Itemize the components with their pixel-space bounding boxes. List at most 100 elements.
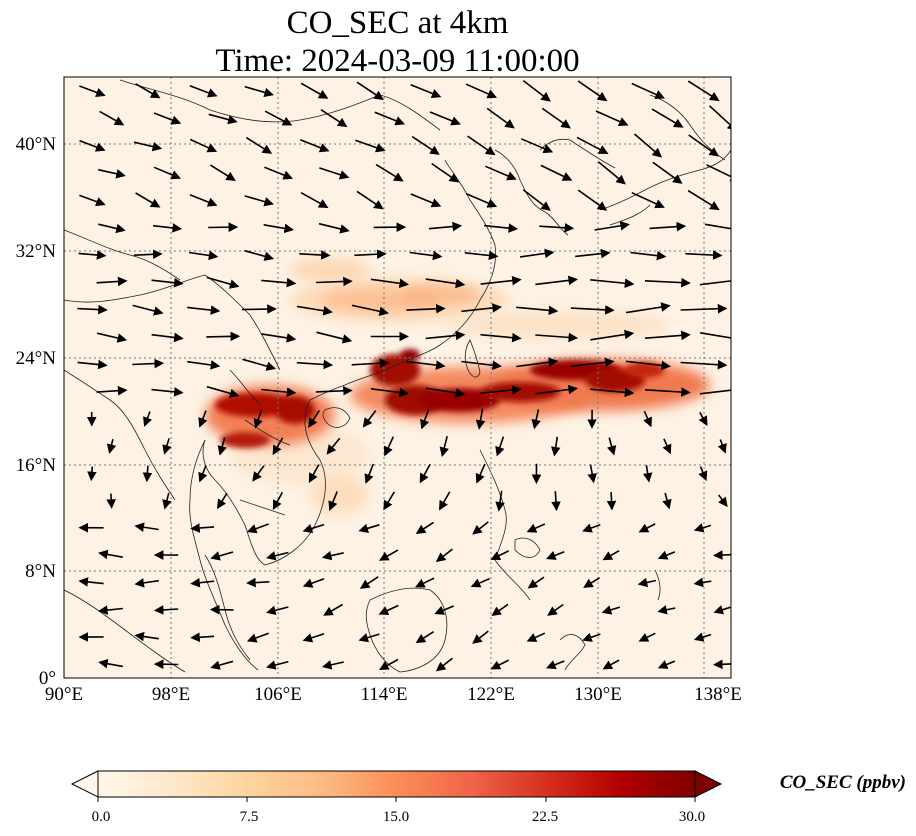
- wind-vector-arrow: [296, 305, 333, 316]
- wind-vector-arrow: [428, 221, 463, 232]
- wind-vector-arrow: [638, 523, 656, 533]
- wind-vector-arrow: [316, 331, 353, 344]
- wind-vector-arrow: [78, 577, 104, 587]
- wind-vector-arrow: [590, 278, 635, 288]
- wind-vector-arrow: [631, 191, 665, 209]
- wind-vector-arrow: [531, 409, 541, 430]
- wind-vector-arrow: [587, 464, 597, 484]
- wind-vector-arrow: [300, 82, 329, 99]
- wind-vector-arrow: [206, 331, 241, 342]
- wind-vector-arrow: [406, 303, 446, 314]
- wind-vector-arrow: [261, 277, 297, 288]
- wind-vector-arrow: [662, 438, 672, 455]
- wind-vector-arrow: [431, 162, 460, 183]
- colorbar-extend-max: [694, 770, 723, 798]
- wind-vector-arrow: [359, 576, 379, 589]
- wind-vector-arrow: [315, 385, 353, 396]
- colorbar-tick-label: 22.5: [532, 809, 558, 825]
- wind-vector-arrow: [244, 249, 275, 261]
- wind-vector-arrow: [358, 523, 380, 533]
- wind-vector-arrow: [328, 491, 338, 511]
- wind-vector-arrow: [142, 465, 153, 483]
- wind-vector-arrow: [602, 550, 620, 561]
- wind-vector-arrow: [133, 249, 163, 260]
- wind-vector-arrow: [98, 605, 123, 615]
- wind-vector-arrow: [551, 491, 561, 512]
- wind-vector-arrow: [96, 385, 128, 396]
- wind-vector-arrow: [419, 463, 431, 484]
- wind-vector-arrow: [98, 549, 123, 560]
- wind-vector-arrow: [637, 577, 657, 588]
- wind-vector-arrow: [415, 631, 435, 644]
- wind-vector-arrow: [420, 408, 430, 430]
- wind-vector-arrow: [375, 163, 404, 182]
- wind-vector-arrow: [189, 138, 218, 153]
- wind-vector-arrow: [246, 577, 270, 588]
- wind-vector-arrow: [643, 410, 652, 428]
- wind-vector-arrow: [576, 136, 609, 154]
- wind-vector-arrow: [439, 491, 451, 511]
- wind-vector-arrow: [374, 111, 405, 126]
- wind-vector-arrow: [687, 189, 720, 211]
- wind-vector-arrow: [582, 632, 601, 642]
- wind-vector-arrow: [189, 84, 218, 98]
- wind-vector-arrow: [470, 577, 490, 588]
- wind-vector-arrow: [415, 577, 435, 588]
- wind-vector-arrow: [651, 108, 684, 128]
- wind-vector-arrow: [484, 223, 519, 233]
- wind-vector-arrow: [550, 436, 561, 457]
- wind-vector-arrow: [106, 493, 116, 509]
- wind-vector-arrow: [410, 193, 442, 208]
- wind-vector-arrow: [132, 304, 164, 316]
- wind-vector-arrow: [475, 463, 486, 484]
- wind-vector-arrow: [652, 161, 683, 184]
- wind-vector-arrow: [699, 280, 731, 286]
- wind-vector-arrow: [595, 110, 629, 127]
- wind-vector-arrow: [272, 491, 284, 511]
- wind-vector-arrow: [541, 107, 571, 129]
- wind-vector-arrow: [208, 113, 238, 125]
- wind-vector-arrow: [321, 550, 344, 561]
- wind-vector-arrow: [151, 387, 184, 397]
- wind-vector-arrow: [485, 165, 517, 181]
- wind-vector-arrow: [106, 439, 117, 454]
- map-subtitle-time: Time: 2024-03-09 11:00:00: [215, 43, 580, 79]
- wind-vector-arrow: [535, 384, 578, 395]
- lon-tick-labels: 90°E 98°E 106°E 114°E 122°E 130°E 138°E: [45, 684, 742, 705]
- wind-vector-arrow: [370, 387, 409, 398]
- wind-vector-arrow: [606, 491, 617, 511]
- wind-vector-arrow: [594, 221, 630, 231]
- wind-vector-arrow: [644, 277, 691, 288]
- lat-tick-label: 40°N: [16, 134, 57, 155]
- wind-vector-arrow: [717, 439, 727, 454]
- wind-vector-arrow: [264, 166, 293, 180]
- colorbar: 0.0 7.5 15.0 22.5 30.0 CO_SEC (ppbv): [70, 770, 906, 825]
- wind-vector-arrow: [266, 660, 289, 670]
- wind-vector-arrow: [210, 551, 234, 561]
- wind-vector-arrow: [135, 192, 161, 208]
- wind-vector-arrow: [99, 110, 125, 126]
- wind-vector-arrow: [693, 632, 712, 642]
- wind-vector-arrow: [516, 357, 559, 368]
- wind-vector-arrow: [190, 632, 215, 643]
- wind-vector-arrow: [607, 437, 617, 456]
- wind-vector-arrow: [308, 409, 320, 428]
- wind-vector-arrow: [378, 658, 399, 670]
- wind-vector-arrow: [535, 332, 579, 343]
- wind-vector-arrow: [187, 360, 221, 370]
- wind-vector-arrow: [539, 223, 575, 233]
- wind-vector-arrow: [583, 577, 601, 588]
- wind-vector-arrow: [685, 250, 723, 260]
- colorbar-tick-label: 15.0: [383, 809, 409, 825]
- wind-vector-arrow: [319, 167, 350, 180]
- lon-tick-label: 122°E: [467, 684, 515, 705]
- wind-vector-arrow: [425, 330, 466, 341]
- wind-vector-arrow: [135, 83, 161, 99]
- wind-vector-arrow: [206, 385, 240, 399]
- wind-vector-arrow: [252, 465, 265, 482]
- wind-vector-arrow: [547, 603, 564, 616]
- wind-vector-arrow: [657, 550, 676, 560]
- wind-vector-arrow: [244, 85, 274, 98]
- wind-vector-arrow: [362, 410, 377, 428]
- wind-vector-arrow: [472, 630, 489, 644]
